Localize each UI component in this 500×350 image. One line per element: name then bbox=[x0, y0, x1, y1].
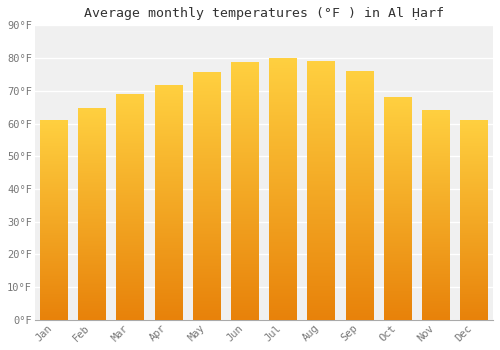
Title: Average monthly temperatures (°F ) in Al Ḥarf: Average monthly temperatures (°F ) in Al… bbox=[84, 7, 444, 20]
